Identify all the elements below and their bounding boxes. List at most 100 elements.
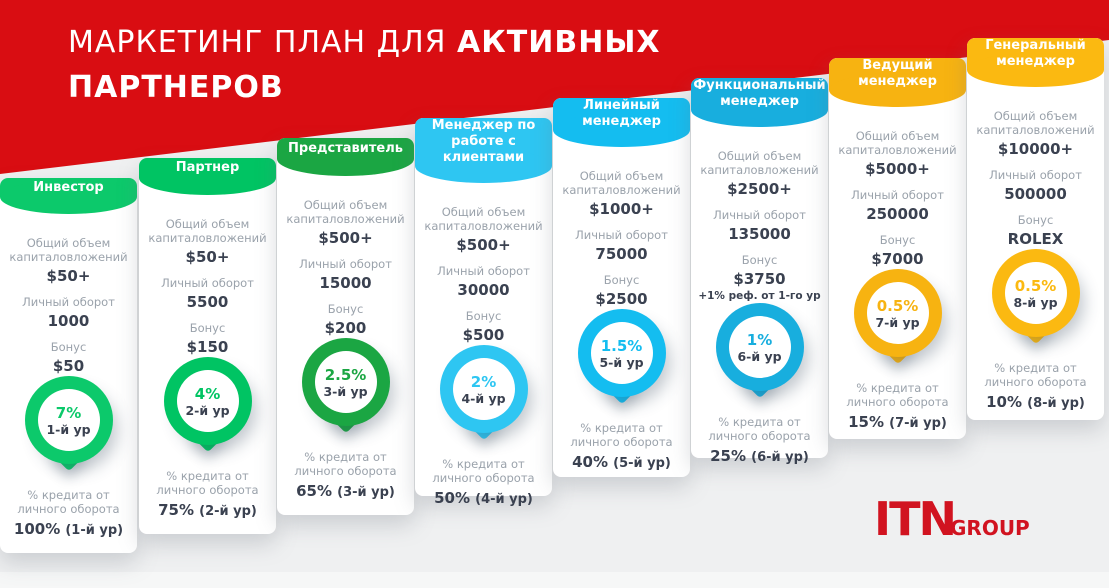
turnover-value: 135000 xyxy=(728,225,791,243)
level-badge: 0.5% 8-й ур xyxy=(991,249,1080,345)
credit-value: 40% (5-й ур) xyxy=(572,452,671,471)
turnover-label: Личный оборот xyxy=(22,295,115,309)
turnover-label: Личный оборот xyxy=(713,208,806,222)
badge-level: 1-й ур xyxy=(46,421,91,437)
credit-label: % кредита от личного оборота xyxy=(156,469,259,497)
credit-percent: 10% xyxy=(986,393,1023,411)
bonus-label: Бонус xyxy=(327,302,364,316)
investment-value: $5000+ xyxy=(865,160,930,178)
level-badge: 7% 1-й ур xyxy=(24,376,113,472)
turnover-label: Личный оборот xyxy=(437,264,530,278)
bonus-label: Бонус xyxy=(879,233,916,247)
badge-level: 2-й ур xyxy=(185,402,230,418)
turnover-value: 30000 xyxy=(457,281,510,299)
badge-level: 6-й ур xyxy=(737,348,782,364)
investment-value: $10000+ xyxy=(997,140,1074,158)
credit-label: % кредита от личного оборота xyxy=(708,415,811,443)
credit-percent: 75% xyxy=(158,501,195,519)
bonus-value: $3750 xyxy=(733,270,786,288)
level-card-line-manager: Линейный менеджер Общий объем капиталовл… xyxy=(553,98,690,477)
level-card-body: Общий объем капиталовложений $5000+ Личн… xyxy=(829,90,966,446)
turnover-value: 5500 xyxy=(186,293,229,311)
investment-label: Общий объем капиталовложений xyxy=(424,205,543,233)
investment-label: Общий объем капиталовложений xyxy=(286,198,405,226)
turnover-label: Личный оборот xyxy=(161,276,254,290)
bonus-value: $200 xyxy=(324,319,367,337)
credit-value: 10% (8-й ур) xyxy=(986,392,1085,411)
badge-percent: 2.5% xyxy=(324,365,367,384)
badge-percent: 4% xyxy=(194,384,221,403)
credit-label: % кредита от личного оборота xyxy=(432,457,535,485)
turnover-label: Личный оборот xyxy=(851,188,944,202)
turnover-value: 250000 xyxy=(866,205,929,223)
badge-level: 4-й ур xyxy=(461,390,506,406)
credit-label: % кредита от личного оборота xyxy=(570,421,673,449)
credit-label: % кредита от личного оборота xyxy=(846,381,949,409)
level-card-body: Общий объем капиталовложений $50+ Личный… xyxy=(139,178,276,534)
level-title: Представитель xyxy=(288,140,403,156)
level-title: Генеральный менеджер xyxy=(985,38,1086,69)
credit-level: (1-й ур) xyxy=(65,523,124,538)
bonus-label: Бонус xyxy=(465,309,502,323)
credit-percent: 65% xyxy=(296,482,333,500)
level-card-representative: Представитель Общий объем капиталовложен… xyxy=(277,138,414,515)
level-title: Ведущий менеджер xyxy=(858,58,937,89)
level-badge: 1.5% 5-й ур xyxy=(577,309,666,405)
credit-label: % кредита от личного оборота xyxy=(17,488,120,516)
level-title: Линейный менеджер xyxy=(582,98,661,129)
level-card-body: Общий объем капиталовложений $1000+ Личн… xyxy=(553,130,690,486)
level-badge: 2% 4-й ур xyxy=(439,345,528,441)
investment-label: Общий объем капиталовложений xyxy=(9,236,128,264)
page-title: МАРКЕТИНГ ПЛАН ДЛЯ АКТИВНЫХ ПАРТНЕРОВ xyxy=(68,20,661,110)
level-card-header: Представитель xyxy=(277,138,414,176)
level-card-body: Общий объем капиталовложений $2500+ Личн… xyxy=(691,110,828,480)
investment-value: $50+ xyxy=(46,267,91,285)
bonus-label: Бонус xyxy=(603,273,640,287)
credit-value: 100% (1-й ур) xyxy=(14,519,123,538)
badge-percent: 7% xyxy=(55,403,82,422)
badge-level: 7-й ур xyxy=(875,314,920,330)
level-card-senior-manager: Ведущий менеджер Общий объем капиталовло… xyxy=(829,58,966,439)
bonus-value: $500 xyxy=(462,326,505,344)
turnover-label: Личный оборот xyxy=(989,168,1082,182)
level-card-client-manager: Менеджер по работе с клиентами Общий объ… xyxy=(415,118,552,507)
level-card-header: Генеральный менеджер xyxy=(967,38,1104,87)
credit-level: (8-й ур) xyxy=(1027,396,1085,411)
level-title: Инвестор xyxy=(33,179,104,195)
badge-inner: 4% 2-й ур xyxy=(176,370,239,432)
bonus-value: $7000 xyxy=(871,250,924,268)
badge-percent: 1.5% xyxy=(600,336,643,355)
investment-value: $500+ xyxy=(318,229,373,247)
badge-inner: 1% 6-й ур xyxy=(728,316,791,378)
turnover-label: Личный оборот xyxy=(575,228,668,242)
credit-value: 65% (3-й ур) xyxy=(296,481,395,500)
badge-inner: 2.5% 3-й ур xyxy=(314,351,377,413)
badge-level: 5-й ур xyxy=(599,354,644,370)
level-card-investor: Инвестор Общий объем капиталовложений $5… xyxy=(0,178,137,553)
level-card-header: Партнер xyxy=(139,158,276,195)
title-bold-part: АКТИВНЫХ xyxy=(457,25,661,60)
level-card-body: Общий объем капиталовложений $500+ Личны… xyxy=(277,159,414,515)
credit-level: (3-й ур) xyxy=(337,485,395,500)
badge-inner: 0.5% 8-й ур xyxy=(1004,262,1067,324)
turnover-value: 1000 xyxy=(47,312,90,330)
level-title: Партнер xyxy=(175,160,240,175)
bonus-label: Бонус xyxy=(1017,213,1054,227)
bonus-label: Бонус xyxy=(741,253,778,267)
badge-inner: 2% 4-й ур xyxy=(452,358,515,420)
turnover-value: 75000 xyxy=(595,245,648,263)
level-badge: 0.5% 7-й ур xyxy=(853,269,942,365)
logo-group-text: GROUP xyxy=(950,516,1030,540)
bottom-strip xyxy=(0,572,1109,588)
investment-label: Общий объем капиталовложений xyxy=(700,149,819,177)
title-line2: ПАРТНЕРОВ xyxy=(68,70,284,105)
bonus-value: ROLEX xyxy=(1007,230,1064,248)
credit-value: 50% (4-й ур) xyxy=(434,488,533,507)
level-card-body: Общий объем капиталовложений $50+ Личный… xyxy=(0,197,137,553)
turnover-value: 500000 xyxy=(1004,185,1067,203)
investment-value: $1000+ xyxy=(589,200,654,218)
investment-value: $2500+ xyxy=(727,180,792,198)
credit-level: (6-й ур) xyxy=(751,450,809,465)
level-badge: 1% 6-й ур xyxy=(715,303,804,399)
